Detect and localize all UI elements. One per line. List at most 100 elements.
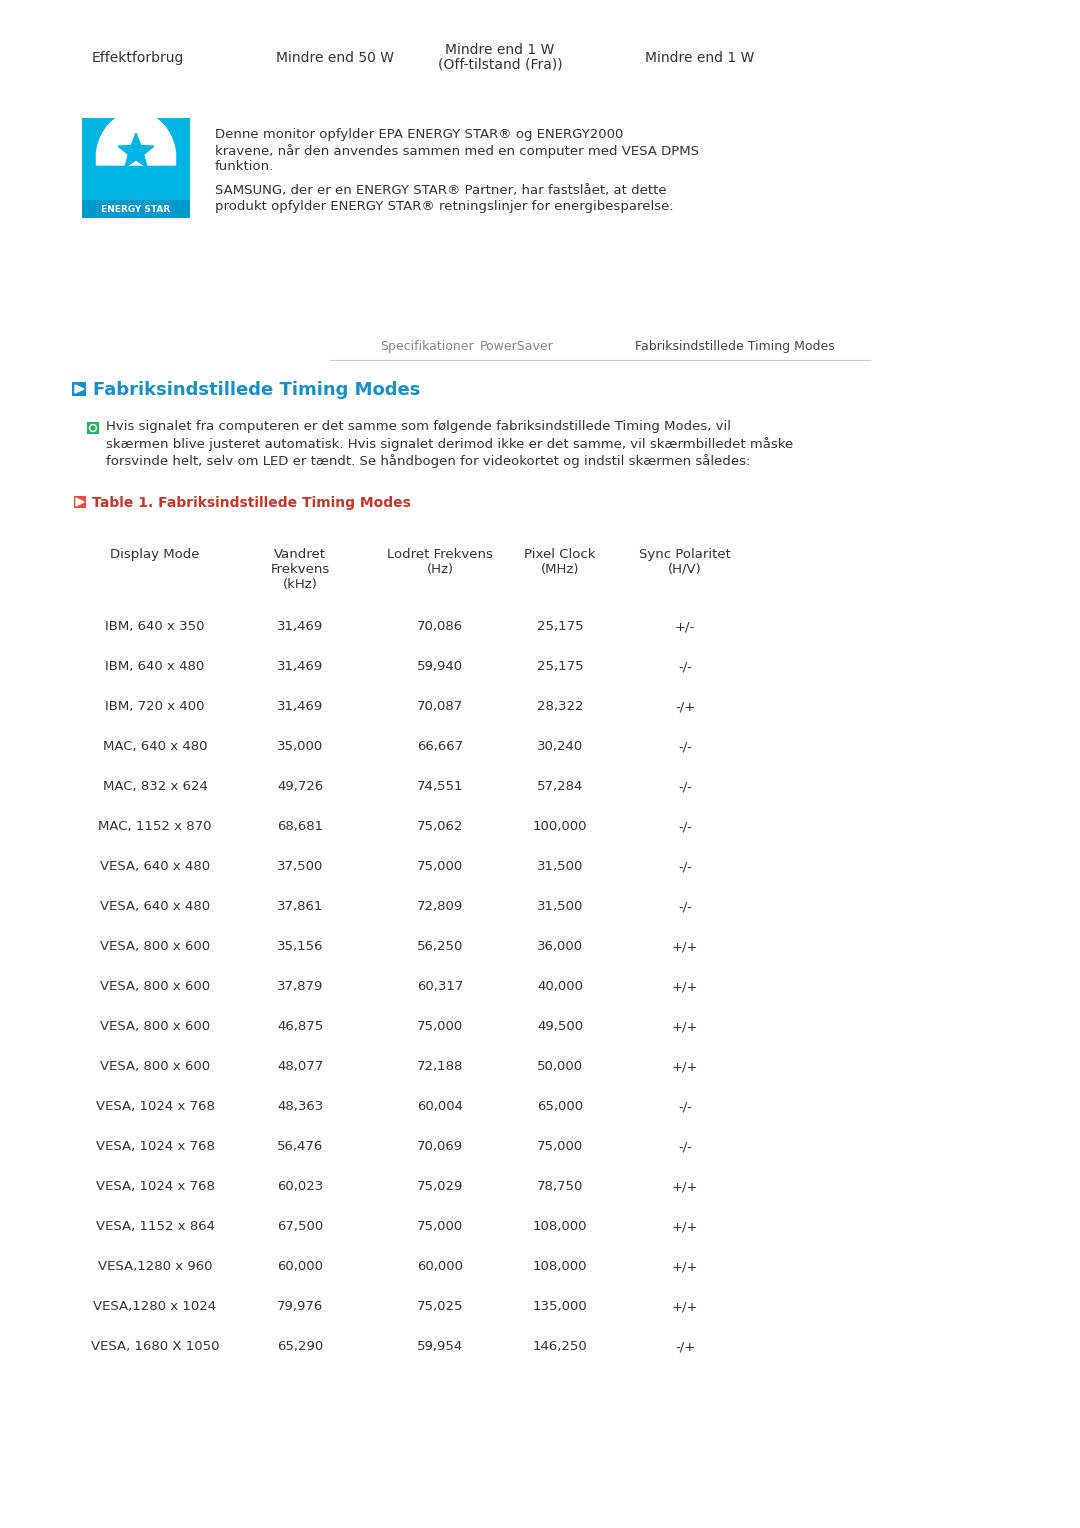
- Text: 72,188: 72,188: [417, 1060, 463, 1073]
- Polygon shape: [96, 112, 176, 165]
- Text: kravene, når den anvendes sammen med en computer med VESA DPMS: kravene, når den anvendes sammen med en …: [215, 144, 699, 157]
- FancyBboxPatch shape: [87, 422, 99, 434]
- Circle shape: [90, 425, 96, 431]
- Text: VESA, 1024 x 768: VESA, 1024 x 768: [95, 1180, 215, 1193]
- Text: VESA,1280 x 1024: VESA,1280 x 1024: [94, 1300, 217, 1313]
- Text: (H/V): (H/V): [669, 562, 702, 576]
- Text: VESA, 1680 X 1050: VESA, 1680 X 1050: [91, 1340, 219, 1352]
- Text: MAC, 640 x 480: MAC, 640 x 480: [103, 740, 207, 753]
- Text: IBM, 720 x 400: IBM, 720 x 400: [105, 700, 205, 714]
- Text: 70,086: 70,086: [417, 620, 463, 633]
- Text: SAMSUNG, der er en ENERGY STAR® Partner, har fastslået, at dette: SAMSUNG, der er en ENERGY STAR® Partner,…: [215, 183, 666, 197]
- Text: +/+: +/+: [672, 1219, 699, 1233]
- Text: 68,681: 68,681: [276, 821, 323, 833]
- Text: 57,284: 57,284: [537, 779, 583, 793]
- Text: 49,500: 49,500: [537, 1021, 583, 1033]
- Text: VESA, 800 x 600: VESA, 800 x 600: [100, 979, 211, 993]
- Text: 37,500: 37,500: [276, 860, 323, 872]
- Text: Specifikationer: Specifikationer: [380, 341, 474, 353]
- Text: 48,363: 48,363: [276, 1100, 323, 1112]
- Text: -/+: -/+: [675, 1340, 696, 1352]
- Text: forsvinde helt, selv om LED er tændt. Se håndbogen for videokortet og indstil sk: forsvinde helt, selv om LED er tændt. Se…: [106, 454, 751, 468]
- Text: 37,861: 37,861: [276, 900, 323, 914]
- Text: 25,175: 25,175: [537, 660, 583, 672]
- Text: 35,156: 35,156: [276, 940, 323, 953]
- Text: VESA, 800 x 600: VESA, 800 x 600: [100, 1060, 211, 1073]
- Text: +/+: +/+: [672, 1180, 699, 1193]
- FancyBboxPatch shape: [75, 497, 86, 507]
- Text: VESA, 800 x 600: VESA, 800 x 600: [100, 1021, 211, 1033]
- Text: 78,750: 78,750: [537, 1180, 583, 1193]
- Text: 49,726: 49,726: [276, 779, 323, 793]
- Text: 28,322: 28,322: [537, 700, 583, 714]
- Text: MAC, 1152 x 870: MAC, 1152 x 870: [98, 821, 212, 833]
- Polygon shape: [76, 498, 84, 506]
- Text: 56,476: 56,476: [276, 1140, 323, 1154]
- Text: 79,976: 79,976: [276, 1300, 323, 1313]
- Text: 40,000: 40,000: [537, 979, 583, 993]
- Text: -/+: -/+: [675, 700, 696, 714]
- Text: Pixel Clock: Pixel Clock: [524, 549, 596, 561]
- Text: Mindre end 1 W: Mindre end 1 W: [445, 43, 555, 57]
- Text: Sync Polaritet: Sync Polaritet: [639, 549, 731, 561]
- Text: -/-: -/-: [678, 860, 692, 872]
- Text: 67,500: 67,500: [276, 1219, 323, 1233]
- Text: 31,500: 31,500: [537, 900, 583, 914]
- Text: Hvis signalet fra computeren er det samme som følgende fabriksindstillede Timing: Hvis signalet fra computeren er det samm…: [106, 420, 731, 432]
- Text: -/-: -/-: [678, 1100, 692, 1112]
- Text: 75,062: 75,062: [417, 821, 463, 833]
- Text: 59,940: 59,940: [417, 660, 463, 672]
- Text: 31,500: 31,500: [537, 860, 583, 872]
- Text: Fabriksindstillede Timing Modes: Fabriksindstillede Timing Modes: [635, 341, 835, 353]
- Text: 75,029: 75,029: [417, 1180, 463, 1193]
- Text: 48,077: 48,077: [276, 1060, 323, 1073]
- Text: 70,069: 70,069: [417, 1140, 463, 1154]
- Text: +/+: +/+: [672, 1060, 699, 1073]
- Text: 108,000: 108,000: [532, 1219, 588, 1233]
- Text: 66,667: 66,667: [417, 740, 463, 753]
- Text: MAC, 832 x 624: MAC, 832 x 624: [103, 779, 207, 793]
- Text: 75,000: 75,000: [417, 860, 463, 872]
- Text: 35,000: 35,000: [276, 740, 323, 753]
- Text: (Hz): (Hz): [427, 562, 454, 576]
- Text: 146,250: 146,250: [532, 1340, 588, 1352]
- Text: Frekvens: Frekvens: [270, 562, 329, 576]
- Text: Table 1. Fabriksindstillede Timing Modes: Table 1. Fabriksindstillede Timing Modes: [92, 497, 410, 510]
- Text: Effektforbrug: Effektforbrug: [92, 50, 185, 66]
- Polygon shape: [118, 133, 154, 168]
- Text: Lodret Frekvens: Lodret Frekvens: [387, 549, 492, 561]
- Text: 60,023: 60,023: [276, 1180, 323, 1193]
- Text: 56,250: 56,250: [417, 940, 463, 953]
- Text: +/+: +/+: [672, 940, 699, 953]
- Text: 37,879: 37,879: [276, 979, 323, 993]
- Text: ENERGY STAR: ENERGY STAR: [102, 205, 171, 214]
- Text: (kHz): (kHz): [283, 578, 318, 591]
- Text: Vandret: Vandret: [274, 549, 326, 561]
- Text: -/-: -/-: [678, 779, 692, 793]
- Text: 75,000: 75,000: [537, 1140, 583, 1154]
- Text: VESA, 800 x 600: VESA, 800 x 600: [100, 940, 211, 953]
- Text: 65,290: 65,290: [276, 1340, 323, 1352]
- Text: 108,000: 108,000: [532, 1261, 588, 1273]
- Text: VESA, 1152 x 864: VESA, 1152 x 864: [95, 1219, 215, 1233]
- Text: 72,809: 72,809: [417, 900, 463, 914]
- Text: IBM, 640 x 480: IBM, 640 x 480: [106, 660, 204, 672]
- Text: 60,000: 60,000: [417, 1261, 463, 1273]
- Text: +/+: +/+: [672, 1261, 699, 1273]
- Text: -/-: -/-: [678, 740, 692, 753]
- Text: VESA, 640 x 480: VESA, 640 x 480: [100, 860, 211, 872]
- Text: Mindre end 1 W: Mindre end 1 W: [646, 50, 755, 66]
- Text: produkt opfylder ENERGY STAR® retningslinjer for energibesparelse.: produkt opfylder ENERGY STAR® retningsli…: [215, 200, 674, 212]
- Text: 70,087: 70,087: [417, 700, 463, 714]
- Text: IBM, 640 x 350: IBM, 640 x 350: [105, 620, 205, 633]
- Text: VESA, 640 x 480: VESA, 640 x 480: [100, 900, 211, 914]
- FancyBboxPatch shape: [82, 200, 190, 219]
- Text: energy: energy: [116, 176, 157, 185]
- FancyBboxPatch shape: [82, 118, 190, 219]
- Polygon shape: [75, 385, 84, 393]
- Text: 65,000: 65,000: [537, 1100, 583, 1112]
- Text: 25,175: 25,175: [537, 620, 583, 633]
- Text: 31,469: 31,469: [276, 660, 323, 672]
- Text: skærmen blive justeret automatisk. Hvis signalet derimod ikke er det samme, vil : skærmen blive justeret automatisk. Hvis …: [106, 437, 793, 451]
- Text: 59,954: 59,954: [417, 1340, 463, 1352]
